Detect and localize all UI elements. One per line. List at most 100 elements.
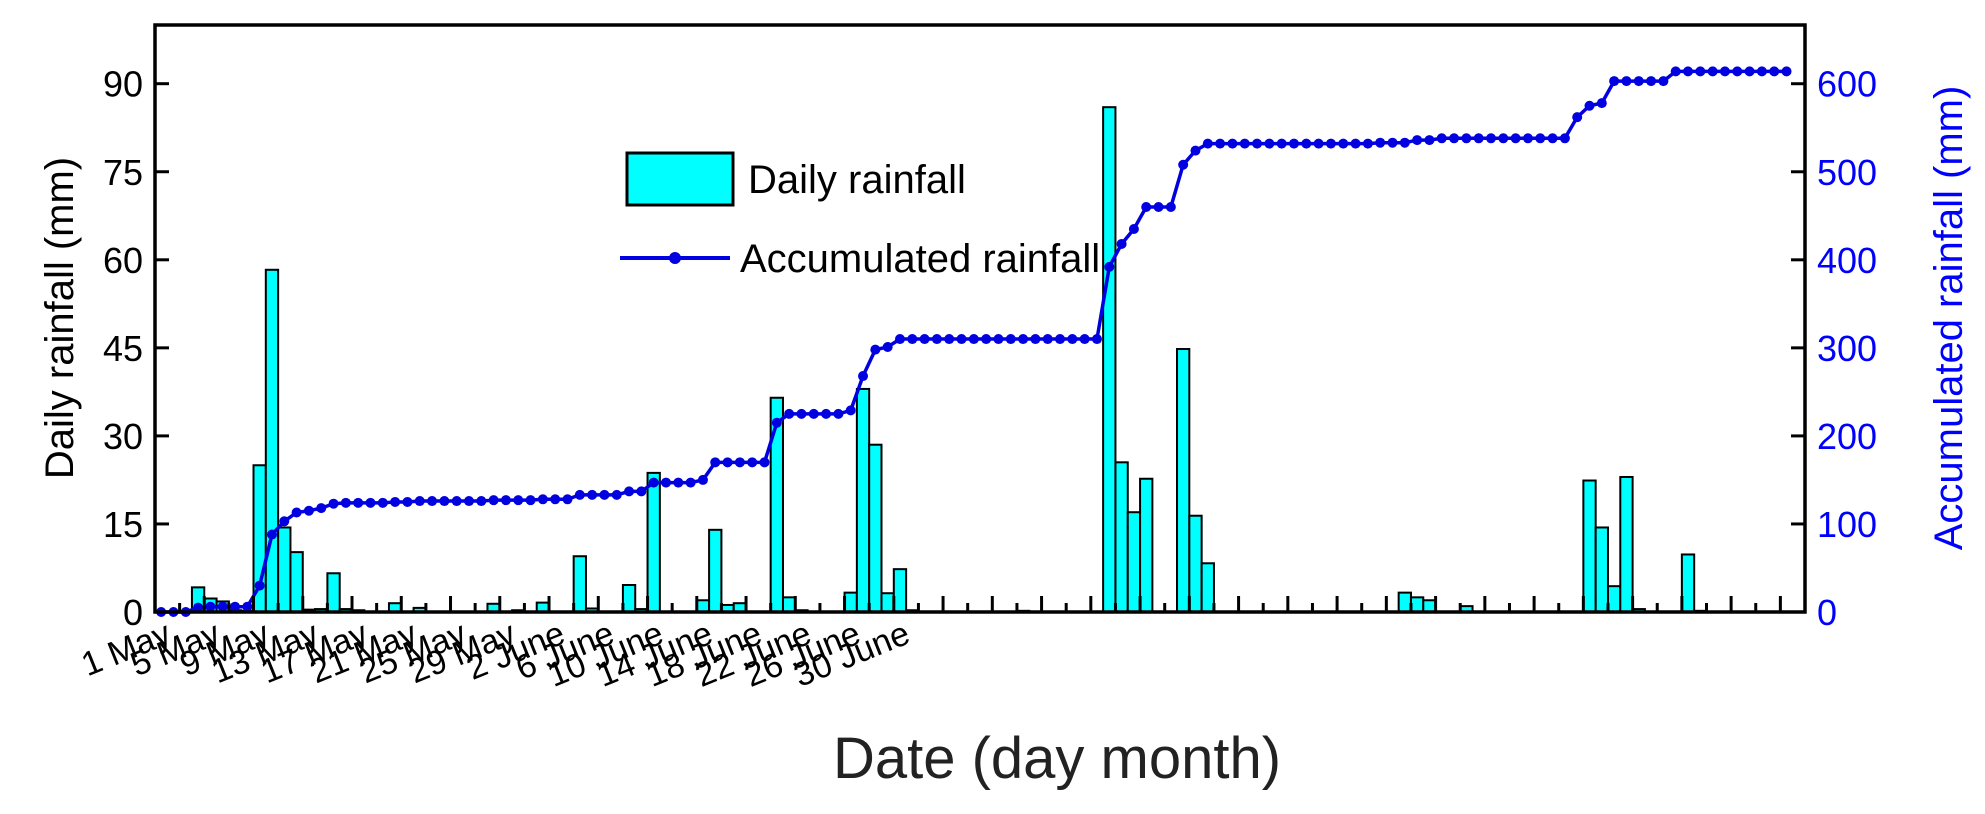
accumulated-rainfall-point	[439, 496, 450, 507]
accumulated-rainfall-point	[710, 457, 721, 468]
accumulated-rainfall-point	[1633, 76, 1644, 87]
plot-frame	[153, 23, 1807, 614]
accumulated-rainfall-point	[242, 601, 253, 612]
accumulated-rainfall-point	[1190, 145, 1201, 156]
daily-rainfall-bar	[289, 551, 304, 614]
accumulated-rainfall-point	[1756, 66, 1767, 77]
accumulated-rainfall-point	[1670, 66, 1681, 77]
accumulated-rainfall-point	[377, 497, 388, 508]
accumulated-rainfall-line	[156, 66, 1792, 617]
accumulated-rainfall-point	[390, 496, 401, 507]
accumulated-rainfall-point	[303, 505, 314, 516]
accumulated-rainfall-point	[587, 489, 598, 500]
accumulated-rainfall-point	[1584, 100, 1595, 111]
accumulated-rainfall-point	[1473, 133, 1484, 144]
accumulated-rainfall-point	[1449, 133, 1460, 144]
right-y-tick-label: 100	[1817, 504, 1877, 545]
accumulated-rainfall-point	[537, 494, 548, 505]
daily-rainfall-bar	[1126, 511, 1142, 614]
accumulated-rainfall-point	[833, 408, 844, 419]
accumulated-rainfall-point	[673, 477, 684, 488]
accumulated-rainfall-point	[624, 486, 635, 497]
daily-rainfall-bar	[1422, 599, 1437, 614]
daily-rainfall-bar	[1114, 461, 1129, 613]
accumulated-rainfall-point	[463, 496, 474, 507]
accumulated-rainfall-point	[722, 457, 733, 468]
left-y-tick-label: 45	[103, 328, 143, 369]
accumulated-rainfall-point	[1178, 159, 1189, 170]
daily-rainfall-bar	[1409, 596, 1425, 614]
accumulated-rainfall-point	[599, 489, 610, 500]
accumulated-rainfall-point	[205, 601, 216, 612]
accumulated-rainfall-point	[1288, 138, 1299, 149]
accumulated-rainfall-point	[1695, 66, 1706, 77]
accumulated-rainfall-point	[894, 334, 905, 345]
accumulated-rainfall-point	[1535, 133, 1546, 144]
daily-rainfall-bar	[855, 387, 871, 613]
accumulated-rainfall-point	[279, 516, 290, 527]
legend: Daily rainfall Accumulated rainfall	[620, 151, 1100, 281]
daily-rainfall-bar	[277, 526, 292, 613]
accumulated-rainfall-point	[1596, 98, 1607, 109]
right-y-tick-label: 500	[1817, 152, 1877, 193]
accumulated-rainfall-point	[1781, 66, 1792, 77]
accumulated-rainfall-point	[1646, 76, 1657, 87]
accumulated-rainfall-point	[488, 495, 499, 506]
accumulated-rainfall-point	[993, 334, 1004, 345]
left-y-axis: 0 15 30 45 60 75 90	[103, 64, 169, 633]
accumulated-rainfall-point	[1436, 133, 1447, 144]
accumulated-rainfall-point	[1325, 138, 1336, 149]
accumulated-rainfall-point	[1018, 334, 1029, 345]
accumulated-rainfall-point	[784, 408, 795, 419]
accumulated-rainfall-point	[476, 496, 487, 507]
accumulated-rainfall-point	[759, 457, 770, 468]
accumulated-rainfall-point	[230, 601, 241, 612]
accumulated-rainfall-point	[1769, 66, 1780, 77]
daily-rainfall-bar	[1582, 479, 1597, 614]
accumulated-rainfall-point	[870, 344, 881, 355]
accumulated-rainfall-point	[1091, 334, 1102, 345]
accumulated-rainfall-point	[1313, 138, 1324, 149]
accumulated-rainfall-point	[661, 477, 672, 488]
right-y-tick-label: 400	[1817, 240, 1877, 281]
accumulated-rainfall-point	[1116, 238, 1127, 249]
daily-rainfall-bar	[621, 584, 637, 613]
daily-rainfall-bar	[572, 555, 587, 613]
accumulated-rainfall-point	[796, 408, 807, 419]
accumulated-rainfall-point	[1707, 66, 1718, 77]
daily-rainfall-bar	[695, 599, 711, 614]
accumulated-rainfall-point	[931, 334, 942, 345]
accumulated-rainfall-point	[1252, 138, 1263, 149]
accumulated-rainfall-point	[328, 498, 339, 509]
accumulated-rainfall-point	[550, 494, 561, 505]
accumulated-rainfall-point	[648, 477, 659, 488]
accumulated-rainfall-point	[1399, 137, 1410, 148]
accumulated-rainfall-point	[340, 497, 351, 508]
accumulated-rainfall-point	[1375, 137, 1386, 148]
legend-line-label: Accumulated rainfall	[740, 237, 1100, 281]
left-y-tick-label: 15	[103, 504, 143, 545]
daily-rainfall-bar	[326, 572, 341, 614]
accumulated-rainfall-point	[845, 405, 856, 416]
accumulated-rainfall-point	[1227, 138, 1238, 149]
accumulated-rainfall-point	[808, 408, 819, 419]
daily-rainfall-bar	[868, 443, 883, 613]
accumulated-rainfall-point	[1609, 76, 1620, 87]
x-axis-title: Date (day month)	[833, 726, 1281, 791]
accumulated-rainfall-point	[1055, 334, 1066, 345]
accumulated-rainfall-point	[1362, 138, 1373, 149]
daily-rainfall-bar	[646, 471, 661, 613]
accumulated-rainfall-point	[919, 334, 930, 345]
daily-rainfall-bar	[769, 396, 784, 613]
accumulated-rainfall-point	[1042, 334, 1053, 345]
accumulated-rainfall-point	[956, 334, 967, 345]
accumulated-rainfall-point	[414, 496, 425, 507]
accumulated-rainfall-point	[291, 507, 302, 518]
accumulated-rainfall-point	[1079, 334, 1090, 345]
accumulated-rainfall-point	[402, 496, 413, 507]
accumulated-rainfall-point	[1510, 133, 1521, 144]
accumulated-rainfall-point	[1128, 224, 1139, 234]
accumulated-rainfall-point	[562, 494, 573, 505]
accumulated-rainfall-point	[1559, 133, 1570, 144]
